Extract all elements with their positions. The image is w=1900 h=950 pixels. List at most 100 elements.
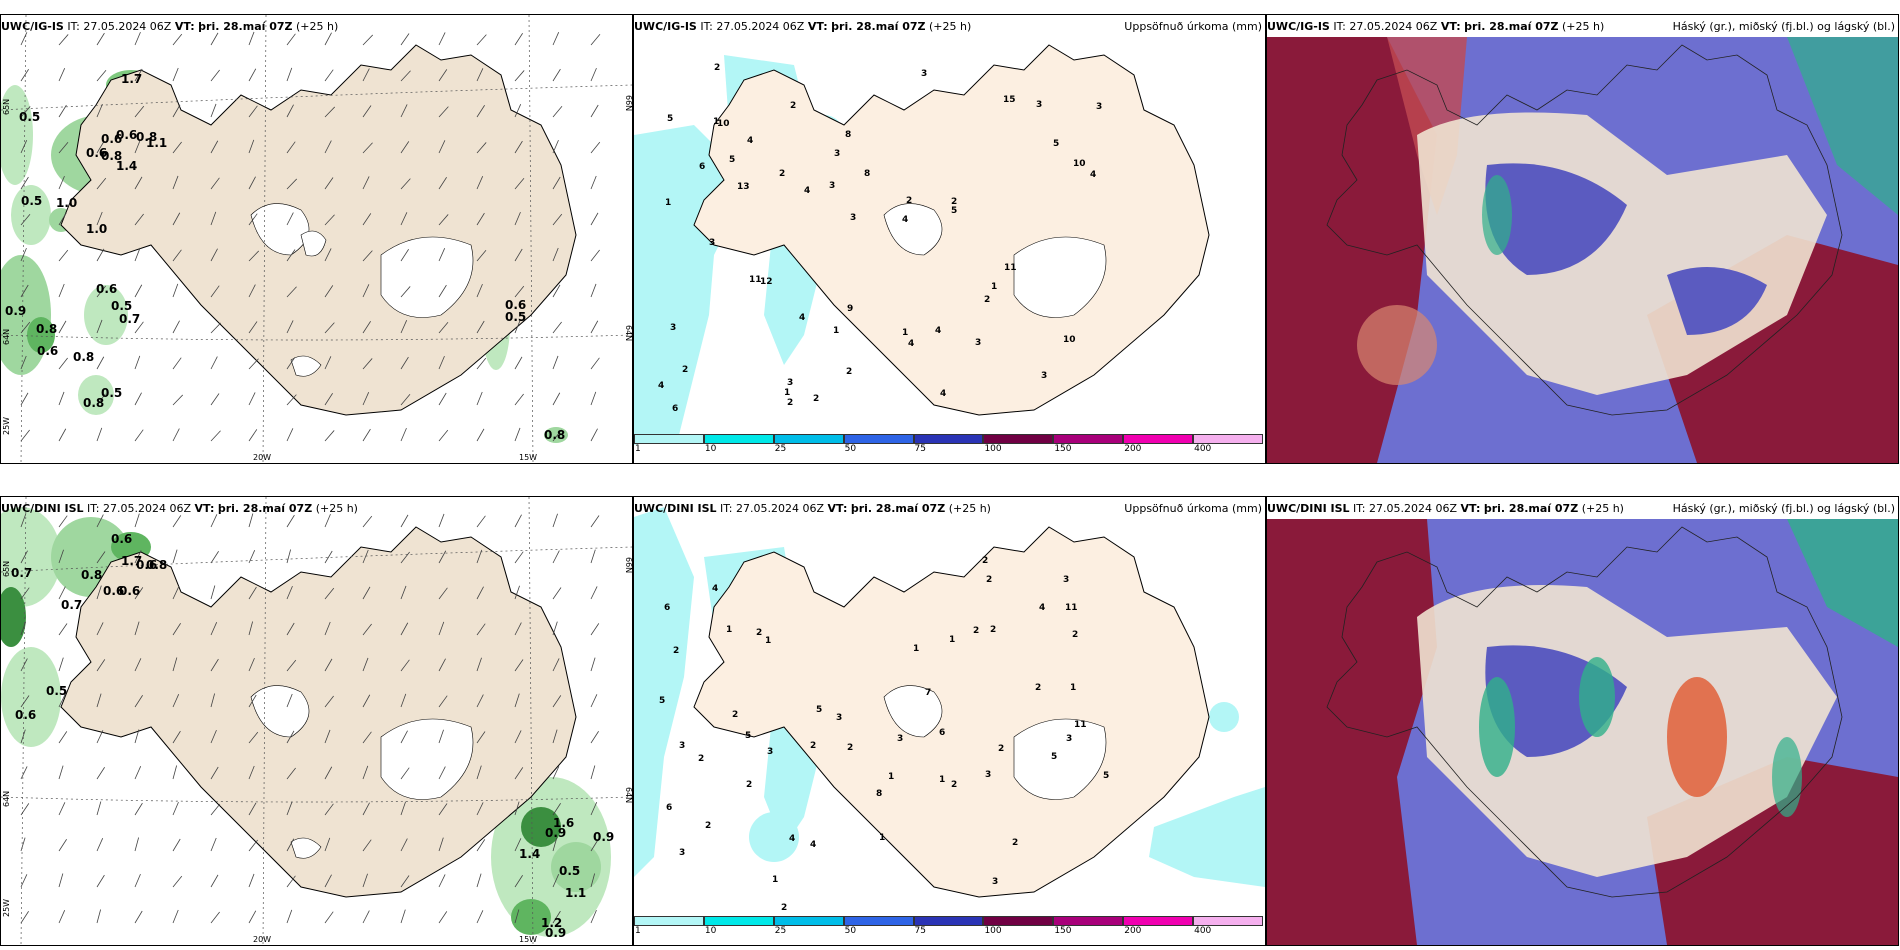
svg-text:66N: 66N (624, 95, 632, 111)
colorbar-segment (703, 434, 774, 444)
wind-barb (476, 623, 486, 636)
wind-barb (476, 694, 484, 708)
wind-barb (172, 623, 181, 636)
colorbar-tick-label: 150 (1054, 444, 1072, 454)
wind-barb (476, 765, 482, 780)
svg-text:64N: 64N (624, 787, 632, 803)
precip-value-label: 8 (876, 789, 882, 799)
wind-barb (58, 623, 68, 636)
wind-barb (590, 765, 596, 780)
wind-barb (58, 283, 65, 298)
wind-barb (20, 140, 28, 154)
wind-barb (362, 213, 372, 226)
wind-barb (438, 106, 449, 118)
wind-barb (172, 33, 183, 46)
wind-barb (248, 68, 257, 82)
wind-barb (96, 393, 106, 406)
svg-text:65N: 65N (2, 99, 11, 115)
svg-text:0.5: 0.5 (101, 386, 122, 400)
wind-barb (590, 586, 598, 600)
colorbar-tick-label: 25 (774, 444, 787, 454)
wind-barb (362, 765, 369, 780)
wind-barb (210, 69, 220, 82)
wind-barb (362, 549, 369, 564)
precip-value-label: 3 (1041, 371, 1047, 381)
wind-barb (476, 142, 487, 154)
panel-precip-igis: 2 1 2 3 4 6 1 5 3 6 4 2 10 13 12 5 2 4 11 10 4 1 2 8 15 9 3 10 11 4 8 3… (633, 14, 1266, 464)
wind-barb (20, 355, 27, 370)
wind-barb (514, 70, 525, 82)
wind-barb (590, 802, 598, 816)
svg-text:0.6: 0.6 (116, 128, 137, 142)
graticule (1, 497, 632, 945)
wind-barb (96, 767, 105, 780)
graticule (1, 15, 632, 463)
wind-barb (210, 622, 218, 636)
precip-value-label: 1 (833, 326, 839, 336)
precip-value-label: 1 (726, 625, 732, 635)
wind-barb (476, 910, 484, 924)
wind-barb (286, 249, 296, 262)
wind-barb (248, 765, 255, 780)
precip-value-label: 3 (1063, 575, 1069, 585)
wind-barb (552, 658, 560, 672)
wind-barb (134, 658, 142, 672)
precip-value-label: 3 (670, 323, 676, 333)
wind-barb (248, 513, 254, 528)
wind-barb (362, 623, 372, 636)
precip-value-label: 1 (902, 328, 908, 338)
wind-barb (400, 622, 409, 636)
wind-barb (210, 103, 217, 118)
wind-barb (286, 549, 292, 564)
wind-barb (286, 875, 296, 888)
precip-value-label: 2 (1035, 683, 1041, 693)
precip-value-label: 3 (834, 149, 840, 159)
svg-text:15W: 15W (519, 935, 537, 944)
wind-barb (210, 322, 222, 334)
wind-barb (20, 214, 31, 226)
wind-barb (514, 319, 521, 334)
wind-barb (20, 32, 28, 46)
wind-barb (172, 428, 180, 442)
precip-value-label: 2 (787, 398, 793, 408)
wind-barb (514, 693, 520, 708)
svg-text:64N: 64N (2, 329, 11, 345)
svg-text:0.7: 0.7 (61, 598, 82, 612)
wind-barb (400, 427, 407, 442)
wind-barb (96, 730, 104, 744)
wind-barb (590, 657, 596, 672)
wind-barb (58, 549, 64, 564)
wind-barb (248, 802, 257, 816)
wind-barb (590, 623, 600, 636)
wind-barb (134, 139, 141, 154)
svg-text:25W: 25W (2, 899, 11, 917)
wind-barb (58, 357, 68, 370)
wind-barb (286, 585, 293, 600)
precip-value-label: 4 (804, 186, 810, 196)
wind-barb (324, 621, 331, 636)
wind-barb (96, 693, 102, 708)
wind-barb (286, 212, 294, 226)
precip-value-label: 7 (925, 688, 931, 698)
wind-barb (58, 802, 66, 816)
wind-barb (248, 873, 255, 888)
precip-value-label: 13 (737, 182, 750, 192)
wind-barb (172, 141, 182, 154)
map-cloud-dini (1267, 519, 1898, 945)
precip-value-label: 4 (1039, 603, 1045, 613)
wind-barb (172, 394, 184, 406)
wind-barb (476, 802, 484, 816)
map-wind-igis: 0.5 0.6 0.8 1.1 1.7 0.6 0.6 0.8 1.4 0.5 … (1, 15, 632, 463)
wind-barb (324, 911, 334, 924)
svg-text:0.6: 0.6 (96, 282, 117, 296)
precip-value-label: 2 (984, 295, 990, 305)
wind-barb (552, 68, 561, 82)
colorbar-segment (1053, 434, 1124, 444)
svg-text:1.2: 1.2 (541, 916, 562, 930)
svg-text:0.6: 0.6 (15, 708, 36, 722)
axis-labels: 20W 15W 65N 64N 25W 66N 64N (2, 557, 632, 944)
wind-barb (20, 621, 26, 636)
wind-barb (134, 321, 144, 334)
wind-barb (20, 874, 28, 888)
wind-barb (552, 621, 558, 636)
